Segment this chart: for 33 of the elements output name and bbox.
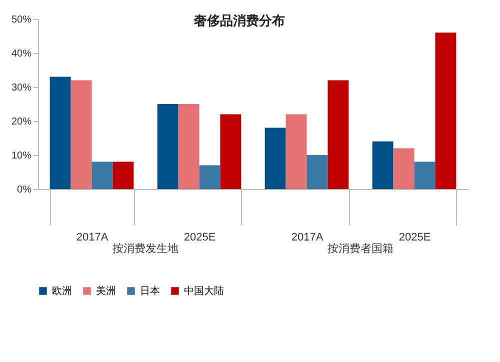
text: 按消费发生地 xyxy=(112,242,178,255)
x-tick-label: 2017A xyxy=(291,232,324,244)
bar xyxy=(157,104,178,189)
bar xyxy=(306,155,328,189)
bar xyxy=(112,162,134,189)
bar xyxy=(393,148,414,189)
bar xyxy=(372,141,394,189)
bar xyxy=(220,114,242,189)
text: 按消费者国籍 xyxy=(328,242,394,255)
y-tick-label: 20% xyxy=(11,116,32,128)
x-tick-label: 2025E xyxy=(184,232,216,244)
bar xyxy=(70,80,92,189)
y-tick-label: 40% xyxy=(11,48,32,60)
y-tick-label: 50% xyxy=(11,14,32,26)
bar xyxy=(50,76,71,189)
x-tick-label: 2025E xyxy=(398,232,431,244)
x-tick-label: 2017A xyxy=(76,232,109,244)
bar xyxy=(178,104,200,189)
bar xyxy=(264,128,286,189)
legend-label: 欧洲 xyxy=(52,285,72,297)
bar xyxy=(328,80,349,189)
bar xyxy=(286,114,307,189)
chart-title: 奢侈品消费分布 xyxy=(192,13,285,28)
y-tick-label: 30% xyxy=(11,82,32,94)
bar xyxy=(435,32,456,189)
bar xyxy=(414,162,436,189)
bar xyxy=(199,165,220,189)
legend-label: 美洲 xyxy=(96,285,116,297)
bar xyxy=(92,162,113,189)
y-tick-label: 10% xyxy=(11,150,32,162)
legend-label: 中国大陆 xyxy=(184,285,224,297)
legend-label: 日本 xyxy=(140,285,160,297)
y-tick-label: 0% xyxy=(17,184,32,196)
